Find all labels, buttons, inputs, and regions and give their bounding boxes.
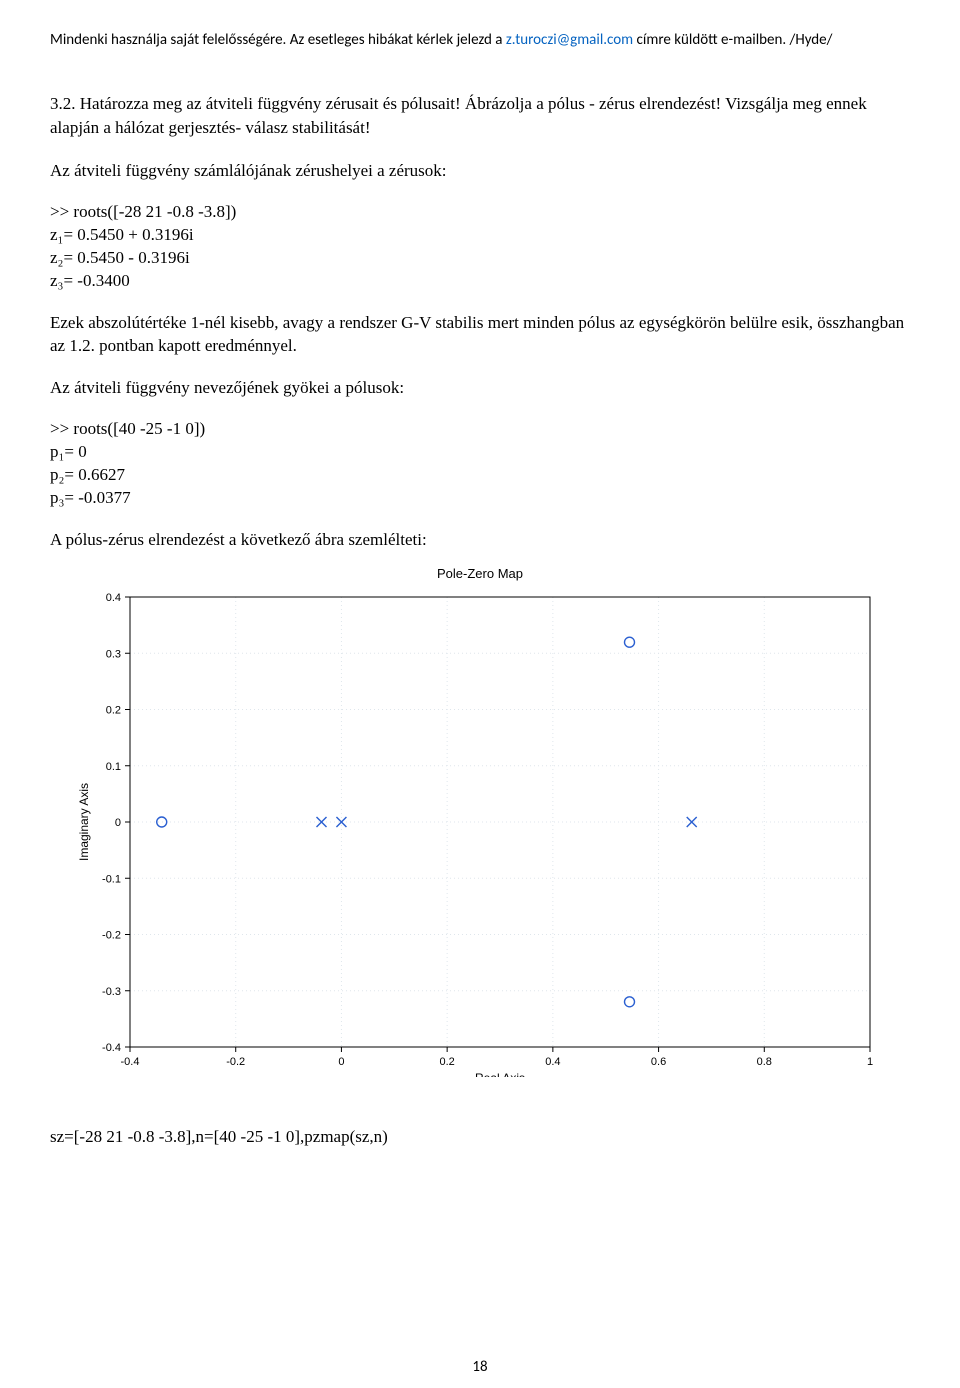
header-suffix: címre küldött e-mailben. /Hyde/ xyxy=(633,31,832,49)
header-email: z.turoczi@gmail.com xyxy=(506,31,633,49)
z1: z₁= 0.5450 + 0.3196i xyxy=(50,224,910,247)
svg-text:-0.4: -0.4 xyxy=(102,1042,121,1054)
page-number: 18 xyxy=(0,1358,960,1376)
svg-text:-0.4: -0.4 xyxy=(121,1056,140,1068)
header-note: Mindenki használja saját felelősségére. … xyxy=(50,30,910,52)
figure-intro: A pólus-zérus elrendezést a következő áb… xyxy=(50,528,910,552)
svg-text:-0.3: -0.3 xyxy=(102,985,121,997)
svg-text:0: 0 xyxy=(115,817,121,829)
svg-text:-0.2: -0.2 xyxy=(102,929,121,941)
pzmap-chart: Pole-Zero Map -0.4-0.200.20.40.60.81-0.4… xyxy=(70,566,890,1077)
chart-title: Pole-Zero Map xyxy=(70,566,890,581)
svg-text:0: 0 xyxy=(338,1056,344,1068)
p1: p₁= 0 xyxy=(50,441,910,464)
problem-heading: 3.2. Határozza meg az átviteli függvény … xyxy=(50,92,910,141)
svg-text:0.8: 0.8 xyxy=(757,1056,772,1068)
svg-text:0.4: 0.4 xyxy=(106,592,121,604)
poles-cmd: >> roots([40 -25 -1 0]) xyxy=(50,418,910,441)
svg-text:Real Axis: Real Axis xyxy=(475,1071,525,1077)
problem-number: 3.2. xyxy=(50,94,76,113)
svg-text:0.1: 0.1 xyxy=(106,760,121,772)
p3: p₃= -0.0377 xyxy=(50,487,910,510)
pzmap-svg: -0.4 -0.2 0 0.2 0.4 0.6 0.8 1 -0.4 -0.3 -0.2 -0.1 0 0… xyxy=(70,587,890,1077)
p2: p₂= 0.6627 xyxy=(50,464,910,487)
z2: z₂= 0.5450 - 0.3196i xyxy=(50,247,910,270)
zeros-note: Ezek abszolútértéke 1-nél kisebb, avagy … xyxy=(50,311,910,359)
zeros-intro: Az átviteli függvény számlálójának zérus… xyxy=(50,159,910,183)
svg-text:0.2: 0.2 xyxy=(439,1056,454,1068)
svg-text:Imaginary Axis: Imaginary Axis xyxy=(77,783,91,861)
svg-text:0.6: 0.6 xyxy=(651,1056,666,1068)
svg-text:-0.2: -0.2 xyxy=(226,1056,245,1068)
svg-text:1: 1 xyxy=(867,1056,873,1068)
code-line: sz=[-28 21 -0.8 -3.8],n=[40 -25 -1 0],pz… xyxy=(50,1127,910,1147)
problem-text: Határozza meg az átviteli függvény zérus… xyxy=(50,94,867,138)
svg-text:-0.1: -0.1 xyxy=(102,873,121,885)
zeros-cmd: >> roots([-28 21 -0.8 -3.8]) xyxy=(50,201,910,224)
poles-intro: Az átviteli függvény nevezőjének gyökei … xyxy=(50,376,910,400)
svg-text:0.4: 0.4 xyxy=(545,1056,560,1068)
svg-text:0.2: 0.2 xyxy=(106,704,121,716)
header-prefix: Mindenki használja saját felelősségére. … xyxy=(50,31,506,49)
z3: z₃= -0.3400 xyxy=(50,270,910,293)
svg-text:0.3: 0.3 xyxy=(106,648,121,660)
